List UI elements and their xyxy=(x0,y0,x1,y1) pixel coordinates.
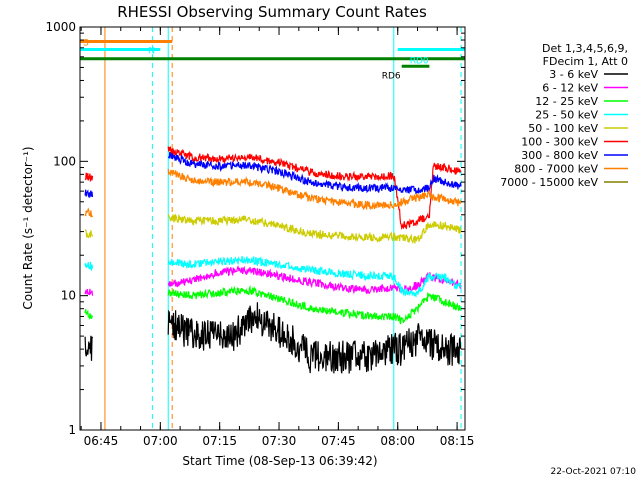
state-bar-label: N xyxy=(148,46,155,56)
state-bar-label: RD0 xyxy=(410,56,429,66)
y-tick-label: 1000 xyxy=(45,20,76,34)
y-tick-label: 1 xyxy=(68,423,76,437)
series-line xyxy=(84,255,462,298)
data-series xyxy=(84,146,462,374)
legend-entry-label: 100 - 300 keV xyxy=(521,136,598,149)
plot-frame xyxy=(79,26,466,431)
state-bar-label: RD6 xyxy=(382,71,401,81)
chart-title: RHESSI Observing Summary Count Rates xyxy=(117,3,427,21)
x-tick-label: 07:15 xyxy=(202,434,237,448)
legend-entry-label: 6 - 12 keV xyxy=(542,82,598,95)
series-line xyxy=(84,302,462,374)
legend-entry-label: 25 - 50 keV xyxy=(535,109,598,122)
legend-entry-label: 12 - 25 keV xyxy=(535,95,598,108)
legend: Det 1,3,4,5,6,9,FDecim 1, Att 03 - 6 keV… xyxy=(500,42,628,189)
legend-header: FDecim 1, Att 0 xyxy=(543,55,628,68)
series-line xyxy=(84,168,462,218)
legend-header: Det 1,3,4,5,6,9, xyxy=(542,42,628,55)
legend-entry-label: 800 - 7000 keV xyxy=(514,163,598,176)
y-tick-label: 10 xyxy=(61,289,76,303)
series-line xyxy=(84,151,462,199)
state-bar-label: S xyxy=(83,38,89,48)
legend-entry-label: 7000 - 15000 keV xyxy=(500,176,598,189)
series-line xyxy=(84,146,462,231)
x-tick-label: 08:15 xyxy=(440,434,475,448)
y-axis-label: Count Rate (s⁻¹ detector⁻¹) xyxy=(21,146,35,309)
x-tick-label: 08:00 xyxy=(380,434,415,448)
timestamp: 22-Oct-2021 07:10 xyxy=(551,467,637,477)
annotations: S N RD0 RD6 xyxy=(80,27,465,430)
x-tick-label: 07:45 xyxy=(321,434,356,448)
legend-entry-label: 300 - 800 keV xyxy=(521,149,598,162)
legend-entry-label: 50 - 100 keV xyxy=(528,122,598,135)
series-line xyxy=(84,285,462,325)
x-tick-label: 07:00 xyxy=(143,434,178,448)
series-line xyxy=(84,213,462,245)
series-line xyxy=(84,265,462,296)
x-tick-label: 06:45 xyxy=(84,434,119,448)
y-tick-label: 100 xyxy=(53,154,76,168)
x-tick-label: 07:30 xyxy=(262,434,297,448)
legend-entry-label: 3 - 6 keV xyxy=(549,68,598,81)
x-axis-label: Start Time (08-Sep-13 06:39:42) xyxy=(182,454,377,468)
axis-ticks: 06:45 07:00 07:15 07:30 07:45 08:00 08:15 1 10 10… xyxy=(45,20,474,448)
